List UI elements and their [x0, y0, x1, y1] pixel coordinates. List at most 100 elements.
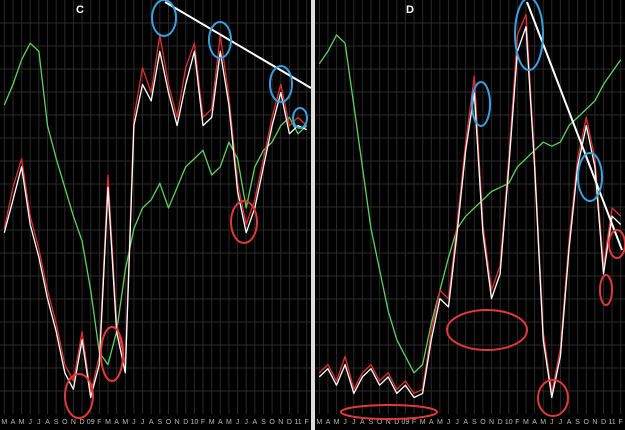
x-tick-label: A	[429, 419, 434, 426]
x-tick-label: A	[532, 419, 537, 426]
x-tick-label: O	[377, 419, 383, 426]
x-tick-label: S	[575, 419, 580, 426]
x-tick-label: S	[369, 419, 374, 426]
x-tick-label: F	[515, 419, 519, 426]
x-tick-label: O	[62, 419, 68, 426]
x-tick-label: S	[472, 419, 477, 426]
panel-background	[0, 0, 311, 430]
annotation-circle	[537, 379, 569, 417]
panel-background	[315, 0, 625, 430]
annotation-circle	[471, 81, 491, 127]
x-tick-label: A	[149, 419, 154, 426]
annotation-circle	[292, 107, 308, 129]
x-tick-label: M	[19, 419, 25, 426]
x-tick-label: D	[498, 419, 503, 426]
x-tick-label: A	[253, 419, 258, 426]
x-tick-label: J	[37, 419, 41, 426]
x-tick-label: D	[183, 419, 188, 426]
x-tick-label: M	[437, 419, 443, 426]
x-tick-label: J	[352, 419, 356, 426]
x-tick-label: M	[1, 419, 7, 426]
x-tick-label: F	[619, 419, 623, 426]
annotation-circle	[340, 404, 438, 420]
x-tick-label: D	[601, 419, 606, 426]
x-tick-label: M	[540, 419, 546, 426]
x-tick-label: A	[567, 419, 572, 426]
x-tick-label: A	[360, 419, 365, 426]
series-line	[3, 34, 308, 395]
x-tick-label: O	[584, 419, 590, 426]
x-tick-label: A	[45, 419, 50, 426]
x-tick-label: 11	[608, 419, 615, 426]
x-tick-label: N	[592, 419, 597, 426]
x-tick-label: J	[244, 419, 248, 426]
x-tick-label: O	[480, 419, 486, 426]
x-tick-label: 10	[190, 419, 198, 426]
panel-title: D	[406, 4, 414, 16]
series-line	[3, 50, 307, 399]
x-tick-label: A	[11, 419, 16, 426]
x-tick-label: S	[157, 419, 162, 426]
annotation-circle	[230, 200, 258, 244]
x-tick-label: A	[114, 419, 119, 426]
x-tick-label: D	[80, 419, 85, 426]
x-tick-label: N	[386, 419, 391, 426]
x-tick-label: 11	[294, 419, 301, 426]
annotation-circle	[599, 274, 613, 306]
x-tick-label: O	[269, 419, 275, 426]
x-tick-label: 10	[505, 419, 513, 426]
x-tick-label: D	[287, 419, 292, 426]
x-tick-label: 09	[402, 419, 410, 426]
x-tick-label: M	[523, 419, 529, 426]
annotation-circle	[208, 21, 232, 59]
annotation-circle	[577, 152, 603, 202]
x-tick-label: S	[261, 419, 266, 426]
x-tick-label: 09	[87, 419, 95, 426]
x-tick-label: J	[447, 419, 451, 426]
annotation-circle	[269, 65, 293, 103]
x-tick-label: O	[166, 419, 172, 426]
x-tick-label: A	[218, 419, 223, 426]
x-tick-label: N	[71, 419, 76, 426]
series-line	[318, 34, 622, 374]
series-line	[3, 42, 308, 366]
x-tick-label: J	[550, 419, 554, 426]
panel-title: C	[76, 4, 84, 16]
panel-divider	[311, 0, 315, 430]
x-tick-label: S	[54, 419, 59, 426]
x-tick-label: A	[326, 419, 331, 426]
x-tick-label: D	[394, 419, 399, 426]
x-tick-label: M	[209, 419, 215, 426]
annotation-circle	[514, 0, 544, 71]
x-tick-label: F	[201, 419, 205, 426]
x-tick-label: N	[175, 419, 180, 426]
x-tick-label: J	[141, 419, 145, 426]
series-line	[318, 26, 622, 399]
series-line	[318, 13, 622, 395]
x-tick-label: J	[28, 419, 32, 426]
annotation-circle	[608, 229, 625, 259]
x-tick-label: J	[343, 419, 347, 426]
annotation-circle	[151, 0, 177, 37]
annotation-circle	[64, 373, 94, 419]
x-tick-label: M	[316, 419, 322, 426]
x-tick-label: J	[455, 419, 459, 426]
x-tick-label: A	[463, 419, 468, 426]
x-tick-label: M	[226, 419, 232, 426]
x-tick-label: M	[334, 419, 340, 426]
x-tick-label: F	[97, 419, 101, 426]
x-tick-label: M	[105, 419, 111, 426]
x-tick-label: J	[559, 419, 563, 426]
x-tick-label: F	[305, 419, 309, 426]
trend-line	[164, 1, 312, 89]
x-tick-label: N	[489, 419, 494, 426]
annotation-circle	[446, 309, 528, 351]
x-tick-label: F	[412, 419, 416, 426]
annotation-circle	[100, 326, 124, 382]
x-tick-label: M	[420, 419, 426, 426]
x-tick-label: J	[132, 419, 136, 426]
x-tick-label: N	[278, 419, 283, 426]
x-tick-label: M	[122, 419, 128, 426]
